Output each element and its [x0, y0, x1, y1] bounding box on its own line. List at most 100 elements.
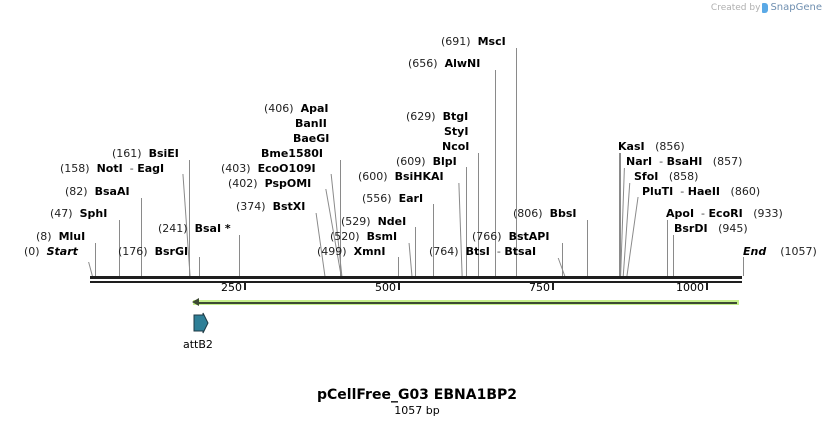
site-line-start	[88, 262, 93, 276]
site-separator: -	[129, 162, 134, 175]
site-line-apoi	[667, 220, 668, 276]
site-label-banii[interactable]: BanII	[295, 117, 327, 130]
attb2-feature-icon[interactable]	[193, 312, 209, 334]
site-name: BsiHKAI	[394, 170, 444, 183]
dna-backbone-top-strand	[90, 276, 742, 279]
site-pos: (0)	[24, 245, 40, 258]
site-name-2: HaeII	[687, 185, 721, 198]
site-label-bsrgi[interactable]: (176) BsrGI	[118, 245, 188, 258]
site-line-bme1580i	[340, 160, 341, 276]
site-label-bstapi[interactable]: (766) BstAPI	[472, 230, 549, 243]
ruler-label-1000: 1000	[676, 281, 704, 294]
site-label-baegi[interactable]: BaeGI	[293, 132, 329, 145]
site-label-bsaai[interactable]: (82) BsaAI	[65, 185, 130, 198]
site-name: BanII	[295, 117, 327, 130]
ruler-label-500: 500	[375, 281, 396, 294]
site-name-2: EagI	[137, 162, 165, 175]
site-label-pspomi[interactable]: (402) PspOMI	[228, 177, 311, 190]
site-line-bsmi	[408, 243, 413, 276]
site-name: ApaI	[300, 102, 329, 115]
site-label-end[interactable]: End (1057)	[743, 245, 817, 258]
site-label-bsiei[interactable]: (161) BsiEI	[112, 147, 179, 160]
site-label-mlui[interactable]: (8) MluI	[36, 230, 85, 243]
site-pos: (860)	[730, 185, 761, 198]
site-label-start[interactable]: (0) Start	[24, 245, 78, 258]
site-pos: (8)	[36, 230, 52, 243]
site-label-btgi[interactable]: (629) BtgI	[406, 110, 468, 123]
site-name: PluTI	[642, 185, 674, 198]
site-pos: (600)	[358, 170, 388, 183]
site-pos: (609)	[396, 155, 426, 168]
site-label-sphi[interactable]: (47) SphI	[50, 207, 107, 220]
site-label-xmni[interactable]: (499) XmnI	[317, 245, 385, 258]
site-name: BtsI	[465, 245, 490, 258]
site-pos: (933)	[753, 207, 783, 220]
site-label-msci[interactable]: (691) MscI	[441, 35, 506, 48]
site-label-bsmi[interactable]: (520) BsmI	[330, 230, 397, 243]
site-line-msci	[516, 48, 517, 276]
snapgene-credit: Created by SnapGene	[711, 2, 822, 13]
site-name-2: EcoRI	[708, 207, 743, 220]
site-pos: (766)	[472, 230, 502, 243]
site-label-ncoi[interactable]: NcoI	[442, 140, 469, 153]
feature-arrow-reverse[interactable]	[192, 298, 739, 306]
site-label-bme1580i[interactable]: Bme1580I	[261, 147, 323, 160]
site-pos: (47)	[50, 207, 73, 220]
site-pos: (402)	[228, 177, 258, 190]
site-name: MluI	[58, 230, 86, 243]
site-label-btsi-btsai[interactable]: (764) BtsI - BtsaI	[429, 245, 536, 258]
site-label-bsihkai[interactable]: (600) BsiHKAI	[358, 170, 444, 183]
site-label-sfoi[interactable]: SfoI (858)	[634, 170, 698, 183]
site-label-nari-bsahi[interactable]: NarI - BsaHI (857)	[626, 155, 742, 168]
site-name: BstAPI	[508, 230, 550, 243]
site-line-kasi	[619, 153, 621, 276]
site-label-bbsi[interactable]: (806) BbsI	[513, 207, 577, 220]
site-label-apai[interactable]: (406) ApaI	[264, 102, 329, 115]
site-label-kasi[interactable]: KasI (856)	[618, 140, 685, 153]
site-name: BsmI	[366, 230, 398, 243]
site-name: BaeGI	[293, 132, 330, 145]
credit-brand: SnapGene	[770, 2, 822, 13]
site-label-alwni[interactable]: (656) AlwNI	[408, 57, 480, 70]
site-name: NcoI	[442, 140, 470, 153]
ruler-label-750: 750	[529, 281, 550, 294]
site-name: ApoI	[666, 207, 695, 220]
site-name: NdeI	[377, 215, 407, 228]
site-label-pluti-haeii[interactable]: PluTI - HaeII (860)	[642, 185, 760, 198]
site-name: BtgI	[442, 110, 469, 123]
site-name: NarI	[626, 155, 653, 168]
ruler-tick-1000	[706, 283, 708, 290]
site-label-noti-eagi[interactable]: (158) NotI - EagI	[60, 162, 164, 175]
ruler-tick-750	[552, 283, 554, 290]
site-pos: (176)	[118, 245, 148, 258]
site-name: BsaI *	[194, 222, 231, 235]
site-name-2: BsaHI	[666, 155, 703, 168]
site-label-bsrdi[interactable]: BsrDI (945)	[674, 222, 748, 235]
site-name: NotI	[96, 162, 123, 175]
site-pos: (556)	[362, 192, 392, 205]
site-pos: (858)	[668, 170, 699, 183]
site-pos: (857)	[712, 155, 743, 168]
site-label-bsai[interactable]: (241) BsaI *	[158, 222, 231, 235]
site-line-bsai	[239, 235, 240, 276]
site-label-styi[interactable]: StyI	[444, 125, 468, 138]
site-label-ecoo109i[interactable]: (403) EcoO109I	[221, 162, 316, 175]
site-label-blpi[interactable]: (609) BlpI	[396, 155, 457, 168]
site-pos: (406)	[264, 102, 294, 115]
site-name: Bme1580I	[261, 147, 324, 160]
site-line-bsaai	[141, 198, 142, 276]
site-label-apoi-ecori[interactable]: ApoI - EcoRI (933)	[666, 207, 783, 220]
attb2-label[interactable]: attB2	[183, 338, 213, 351]
site-pos: (691)	[441, 35, 471, 48]
site-label-eari[interactable]: (556) EarI	[362, 192, 423, 205]
site-pos: (629)	[406, 110, 436, 123]
site-pos: (403)	[221, 162, 251, 175]
site-pos: (241)	[158, 222, 188, 235]
site-name-2: BtsaI	[504, 245, 537, 258]
site-pos: (82)	[65, 185, 88, 198]
ruler-label-250: 250	[221, 281, 242, 294]
site-label-ndei[interactable]: (529) NdeI	[341, 215, 406, 228]
site-line-bstapi	[562, 243, 563, 276]
site-separator: -	[701, 207, 706, 220]
site-label-bstxi[interactable]: (374) BstXI	[236, 200, 305, 213]
